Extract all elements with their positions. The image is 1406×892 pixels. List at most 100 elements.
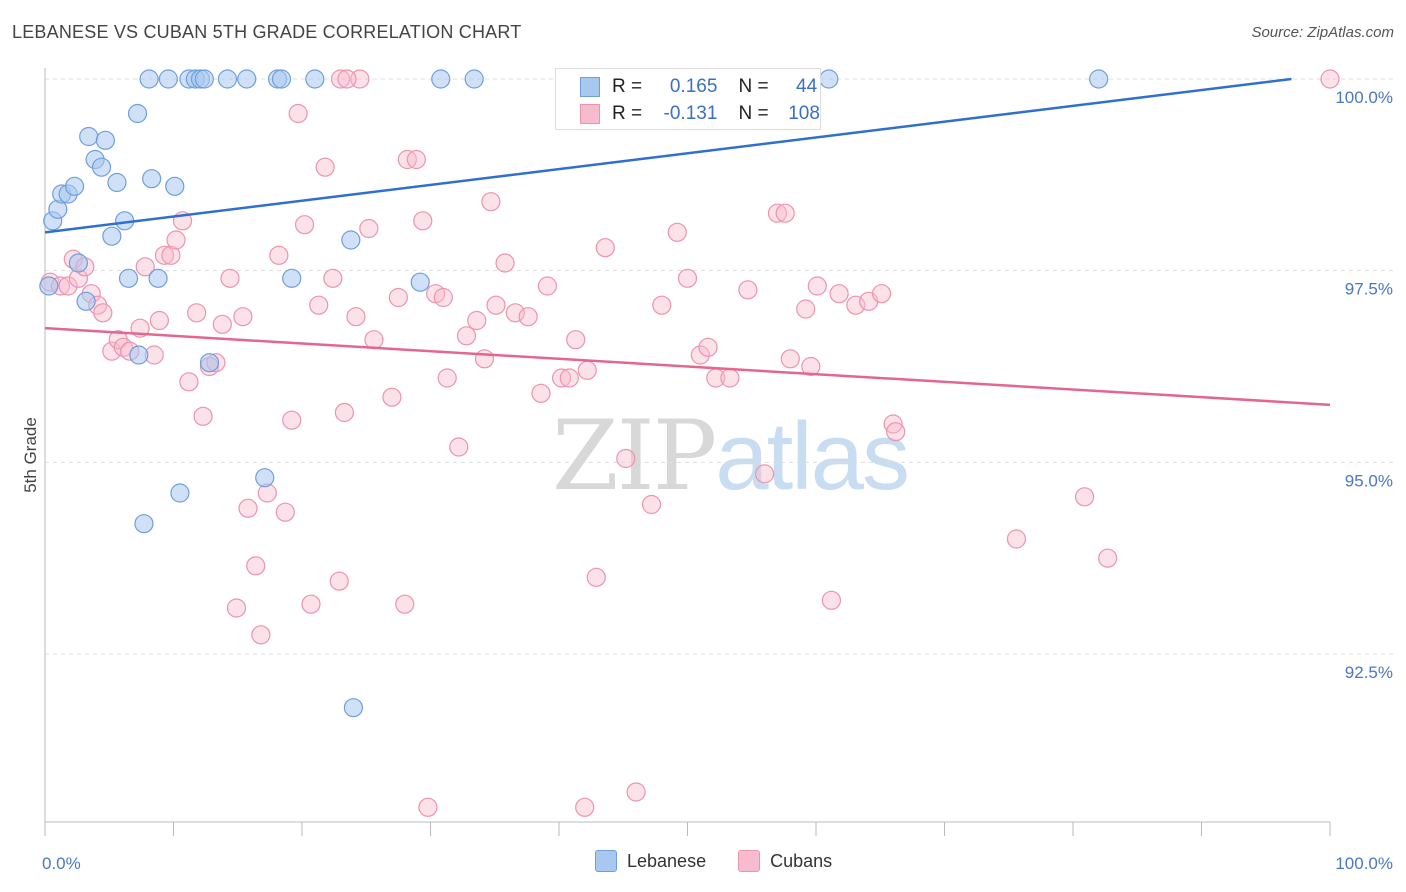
cubans-point bbox=[334, 402, 355, 423]
lebanese-point bbox=[95, 130, 115, 150]
lebanese-point bbox=[282, 268, 302, 288]
cubans-point bbox=[780, 349, 800, 369]
y-tick-label: 92.5% bbox=[1345, 663, 1393, 682]
cubans-point bbox=[641, 494, 662, 515]
lebanese-point bbox=[107, 172, 127, 193]
lebanese-n-value: 44 bbox=[796, 76, 818, 97]
cubans-point bbox=[796, 299, 816, 319]
cubans-point bbox=[149, 310, 169, 331]
watermark-atlas: atlas bbox=[715, 403, 910, 510]
cubans-point bbox=[251, 625, 271, 645]
cubans-point bbox=[481, 192, 501, 212]
cubans-point bbox=[486, 295, 506, 315]
cubans-point bbox=[531, 383, 551, 403]
lebanese-point bbox=[305, 69, 325, 89]
cubans-point bbox=[246, 556, 266, 576]
legend-item-cubans[interactable]: Cubans bbox=[738, 850, 832, 872]
cubans-point bbox=[58, 276, 78, 296]
lebanese-point bbox=[158, 69, 178, 89]
cubans-point bbox=[677, 268, 698, 288]
cubans-point bbox=[294, 215, 315, 235]
cubans-point bbox=[275, 502, 295, 522]
cubans-legend-label: Cubans bbox=[770, 850, 833, 871]
cubans-point bbox=[566, 330, 586, 350]
lebanese-legend-swatch bbox=[595, 850, 617, 872]
cubans-point bbox=[495, 253, 515, 273]
cubans-n-value: 108 bbox=[788, 103, 820, 124]
watermark: ZIPatlas bbox=[552, 400, 910, 512]
cubans-point bbox=[846, 295, 866, 315]
cubans-point bbox=[456, 326, 477, 346]
cubans-point bbox=[413, 211, 433, 231]
cubans-point bbox=[309, 295, 329, 315]
lebanese-r-label: R = bbox=[612, 76, 643, 97]
lebanese-point bbox=[217, 69, 238, 89]
cubans-point bbox=[738, 280, 758, 300]
cubans-point bbox=[337, 69, 357, 89]
cubans-point bbox=[329, 571, 349, 591]
cubans-r-label: R = bbox=[612, 103, 643, 124]
cubans-point bbox=[551, 368, 572, 388]
cubans-point bbox=[301, 594, 321, 614]
lebanese-point bbox=[102, 226, 122, 246]
lebanese-point bbox=[1089, 69, 1109, 89]
cubans-point bbox=[871, 284, 892, 304]
lebanese-point bbox=[64, 176, 85, 196]
lebanese-point bbox=[431, 69, 451, 89]
cubans-point bbox=[220, 268, 240, 288]
lebanese-point bbox=[129, 345, 149, 365]
y-tick-label: 95.0% bbox=[1345, 471, 1393, 490]
cubans-point bbox=[559, 368, 579, 388]
legend-row-lebanese: R = 0.165 N = 44 bbox=[580, 74, 817, 100]
y-axis-title: 5th Grade bbox=[21, 417, 40, 493]
cubans-point bbox=[1320, 69, 1340, 89]
cubans-point bbox=[406, 149, 426, 170]
trend-lines bbox=[44, 77, 1331, 407]
lebanese-point bbox=[148, 268, 168, 288]
lebanese-point bbox=[199, 353, 220, 373]
cubans-point bbox=[577, 360, 597, 380]
lebanese-point bbox=[91, 157, 112, 177]
cubans-point bbox=[801, 356, 821, 377]
cubans-point bbox=[346, 307, 366, 327]
lebanese-point bbox=[139, 69, 159, 89]
cubans-point bbox=[883, 414, 903, 434]
legend-row-cubans: R = -0.131 N = 108 bbox=[580, 101, 820, 127]
cubans-point bbox=[418, 797, 438, 817]
cubans-point bbox=[720, 368, 740, 388]
cubans-point bbox=[1098, 548, 1118, 568]
cubans-point bbox=[135, 257, 155, 277]
lebanese-trend-line bbox=[44, 77, 1292, 234]
cubans-point bbox=[233, 307, 253, 327]
cubans-point bbox=[395, 594, 415, 614]
lebanese-point bbox=[464, 69, 484, 89]
source-label: Source: ZipAtlas.com bbox=[1251, 24, 1394, 41]
cubans-trend-line bbox=[44, 326, 1331, 407]
cubans-point bbox=[518, 307, 538, 327]
lebanese-r-value: 0.165 bbox=[669, 76, 718, 97]
cubans-point bbox=[238, 498, 258, 518]
cubans-point bbox=[154, 245, 175, 265]
lebanese-point bbox=[237, 69, 257, 89]
cubans-point bbox=[226, 598, 247, 618]
cubans-point bbox=[93, 303, 113, 323]
cubans-point bbox=[282, 410, 302, 430]
cubans-point bbox=[323, 268, 343, 288]
cubans-point bbox=[829, 284, 849, 304]
cubans-point bbox=[537, 276, 558, 296]
lebanese-point bbox=[410, 272, 430, 292]
cubans-point bbox=[586, 567, 606, 587]
cubans-point bbox=[775, 203, 795, 223]
legend-item-lebanese[interactable]: Lebanese bbox=[595, 850, 706, 872]
cubans-point bbox=[690, 345, 710, 365]
cubans-point bbox=[616, 448, 636, 469]
cubans-point bbox=[161, 245, 181, 265]
cubans-point bbox=[626, 782, 646, 802]
cubans-point bbox=[652, 295, 672, 315]
lebanese-n-label: N = bbox=[738, 76, 769, 97]
lebanese-point bbox=[134, 514, 154, 534]
lebanese-point bbox=[194, 69, 214, 89]
lebanese-points bbox=[39, 69, 1109, 718]
x-tick-label: 100.0% bbox=[1335, 854, 1393, 873]
